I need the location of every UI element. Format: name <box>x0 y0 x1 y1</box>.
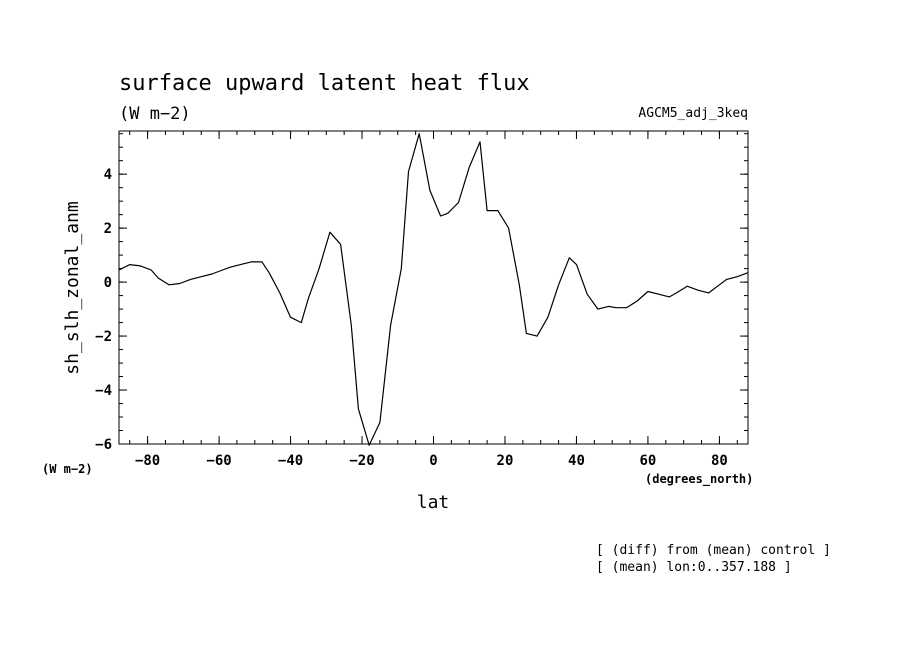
x-tick-label: 0 <box>429 453 437 469</box>
series-line <box>118 133 749 446</box>
y-tick-label: −2 <box>95 329 112 345</box>
note-line-1: [ (diff) from (mean) control ] <box>596 543 831 558</box>
x-tick-label: −40 <box>278 453 303 469</box>
y-unit-label: (W m−2) <box>42 462 93 476</box>
y-tick-label: 0 <box>104 275 112 291</box>
x-tick-label: 80 <box>711 453 728 469</box>
run-label: AGCM5_adj_3keq <box>638 106 748 121</box>
x-tick-label: −60 <box>206 453 231 469</box>
x-tick-label: 20 <box>497 453 514 469</box>
series-group <box>118 133 749 446</box>
y-axis-label: sh_slh_zonal_anm <box>62 201 83 374</box>
y-tick-label: −6 <box>95 437 112 453</box>
plot-frame <box>118 130 749 445</box>
x-axis-label: lat <box>417 492 450 513</box>
note-line-2: [ (mean) lon:0..357.188 ] <box>596 560 792 575</box>
x-tick-label: −80 <box>135 453 160 469</box>
chart-units: (W m−2) <box>119 104 191 124</box>
y-tick-label: −4 <box>95 383 112 399</box>
x-tick-label: −20 <box>349 453 374 469</box>
y-tick-label: 2 <box>104 221 112 237</box>
y-tick-label: 4 <box>104 167 112 183</box>
x-tick-label: 60 <box>640 453 657 469</box>
axis-ticks <box>119 131 748 445</box>
x-tick-label: 40 <box>568 453 585 469</box>
chart-title: surface upward latent heat flux <box>119 71 530 96</box>
x-unit-label: (degrees_north) <box>645 472 753 487</box>
